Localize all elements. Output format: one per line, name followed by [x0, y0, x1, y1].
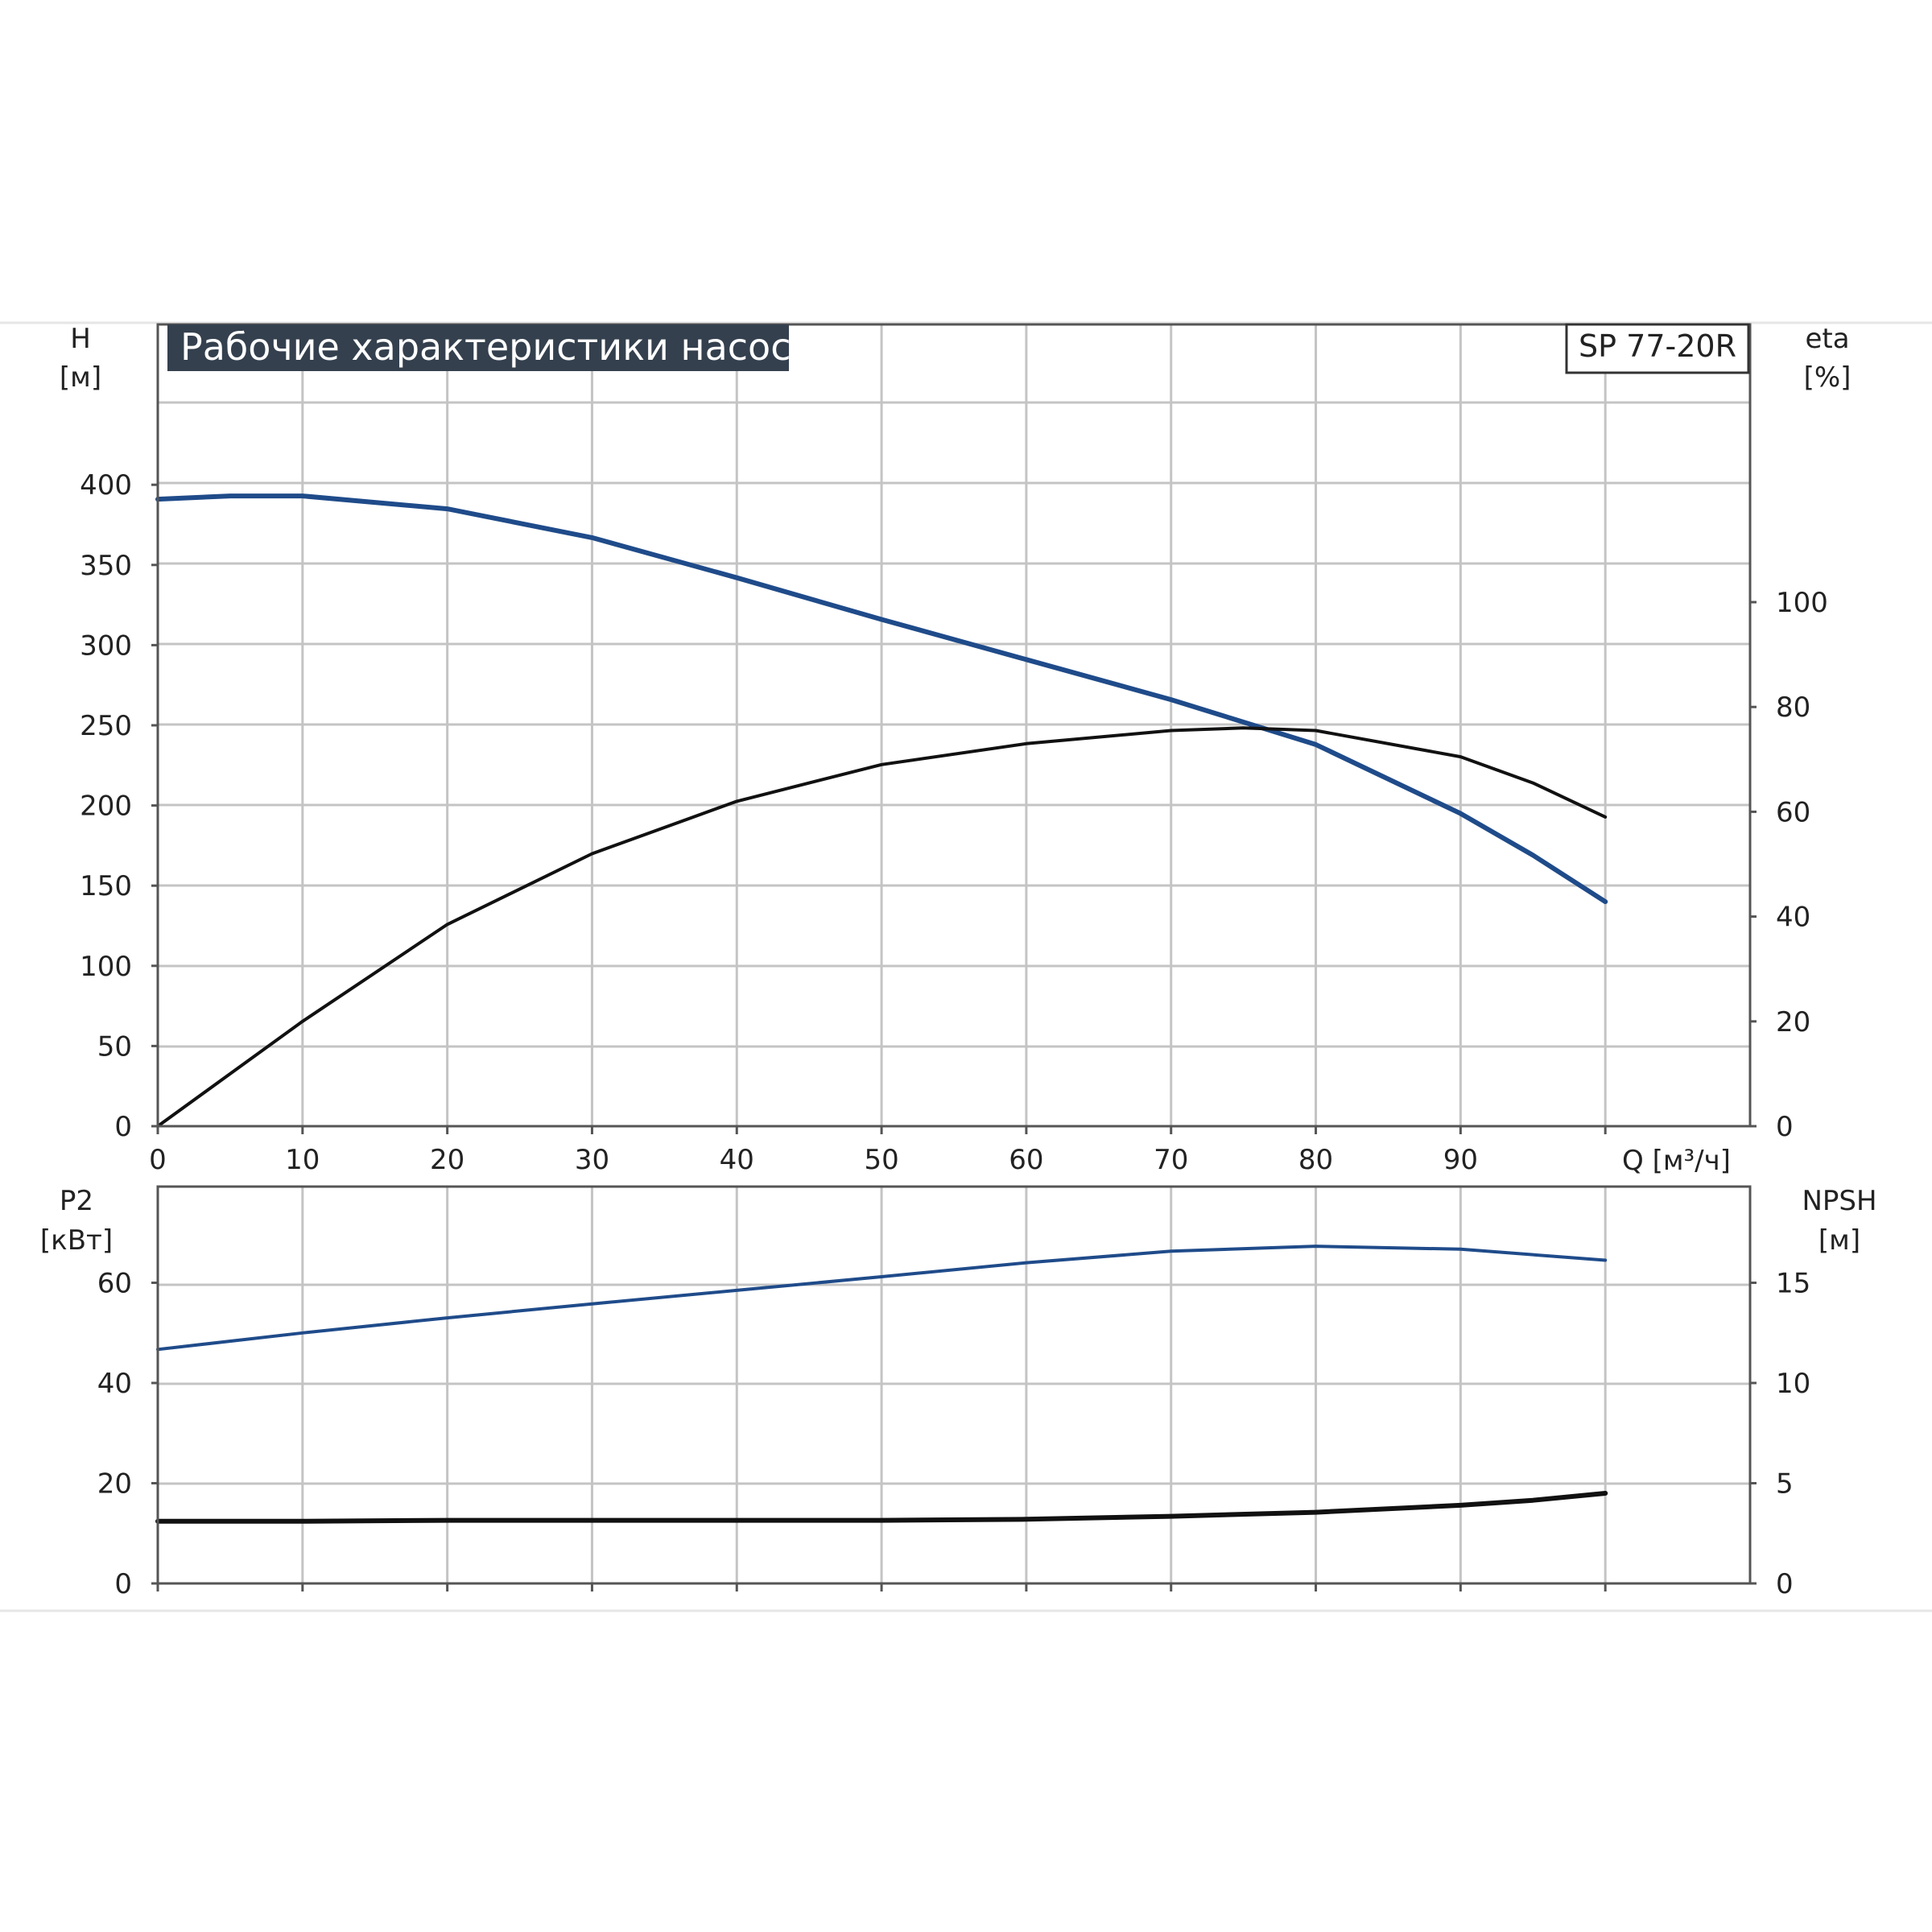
efficiency-curve: [156, 726, 1608, 1128]
left-tick-label-top-100: 100: [80, 951, 132, 983]
right-tick-label-bottom-15: 15: [1776, 1268, 1810, 1300]
eta-axis-label-unit: [%]: [1804, 361, 1852, 394]
chart-title: Рабочие характеристики насоса: [180, 325, 814, 369]
eta-axis-label-symbol: eta: [1805, 323, 1849, 355]
x-tick-label-60: 60: [1009, 1144, 1043, 1176]
p2-axis-label-unit: [кВт]: [40, 1224, 113, 1257]
x-tick-label-50: 50: [864, 1144, 898, 1176]
right-tick-label-top-20: 20: [1776, 1006, 1810, 1038]
right-tick-label-bottom-0: 0: [1776, 1568, 1794, 1600]
right-tick-label-bottom-10: 10: [1776, 1368, 1810, 1400]
power-curve: [156, 1245, 1608, 1352]
npsh-axis-label-symbol: NPSH: [1802, 1185, 1876, 1217]
x-tick-label-0: 0: [149, 1144, 167, 1176]
npsh-axis-label-unit: [м]: [1818, 1224, 1860, 1257]
frame-layer: [156, 323, 1752, 1585]
left-tick-label-bottom-60: 60: [97, 1268, 132, 1300]
left-tick-label-bottom-40: 40: [97, 1368, 132, 1400]
left-tick-label-top-300: 300: [80, 630, 132, 662]
left-tick-label-top-400: 400: [80, 469, 132, 502]
p2-axis-label-symbol: P2: [60, 1185, 93, 1217]
right-tick-label-bottom-5: 5: [1776, 1468, 1794, 1501]
right-tick-label-top-80: 80: [1776, 691, 1810, 724]
chart-title-box: [167, 324, 789, 371]
x-tick-label-80: 80: [1298, 1144, 1333, 1176]
left-tick-label-bottom-0: 0: [114, 1568, 132, 1600]
left-tick-label-top-350: 350: [80, 550, 132, 582]
right-tick-label-top-40: 40: [1776, 902, 1810, 934]
x-tick-label-10: 10: [285, 1144, 320, 1176]
left-tick-label-top-200: 200: [80, 791, 132, 823]
x-tick-label-40: 40: [720, 1144, 754, 1176]
right-tick-label-top-100: 100: [1776, 587, 1828, 619]
q-axis-label: Q [м³/ч]: [1622, 1145, 1731, 1177]
left-tick-label-top-0: 0: [114, 1111, 132, 1143]
npsh-curve: [155, 1491, 1608, 1524]
right-tick-label-top-60: 60: [1776, 796, 1810, 828]
left-tick-label-top-250: 250: [80, 710, 132, 742]
x-tick-label-70: 70: [1154, 1144, 1188, 1176]
head-curve: [155, 493, 1608, 905]
x-tick-label-30: 30: [575, 1144, 609, 1176]
h-axis-label-symbol: H: [70, 323, 91, 355]
plot-frame-bottom: [156, 1185, 1752, 1585]
right-tick-label-top-0: 0: [1776, 1111, 1794, 1143]
x-tick-label-20: 20: [430, 1144, 464, 1176]
grid-layer: [158, 324, 1750, 1583]
h-axis-label-unit: [м]: [60, 361, 101, 394]
left-tick-label-top-50: 50: [97, 1030, 132, 1063]
model-label: SP 77-20R: [1579, 328, 1736, 364]
x-tick-label-90: 90: [1443, 1144, 1478, 1176]
left-tick-label-top-150: 150: [80, 870, 132, 902]
series-layer: [155, 493, 1608, 1524]
model-box: [1565, 323, 1750, 374]
left-tick-label-bottom-20: 20: [97, 1468, 132, 1501]
